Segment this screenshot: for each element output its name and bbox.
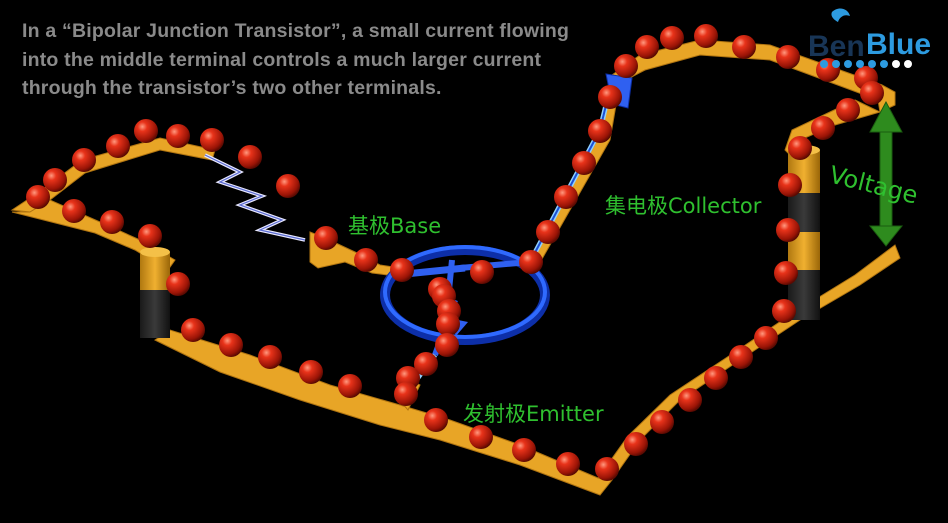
electron-34 bbox=[811, 116, 835, 140]
electron-43 bbox=[299, 360, 323, 384]
electron-39 bbox=[772, 299, 796, 323]
electron-29 bbox=[776, 45, 800, 69]
electron-1 bbox=[43, 168, 67, 192]
electron-61 bbox=[729, 345, 753, 369]
electron-14 bbox=[354, 248, 378, 272]
electron-52 bbox=[424, 408, 448, 432]
electron-37 bbox=[776, 218, 800, 242]
battery-left bbox=[140, 247, 170, 338]
electron-47 bbox=[436, 312, 460, 336]
logo-dots bbox=[820, 60, 912, 68]
electron-42 bbox=[258, 345, 282, 369]
electron-3 bbox=[106, 134, 130, 158]
electron-60 bbox=[704, 366, 728, 390]
electron-38 bbox=[774, 261, 798, 285]
electron-9 bbox=[138, 224, 162, 248]
label-collector: 集电极Collector bbox=[605, 194, 762, 218]
electron-36 bbox=[778, 173, 802, 197]
caption-text: In a “Bipolar Junction Transistor”, a sm… bbox=[22, 20, 570, 99]
label-emitter: 发射极Emitter bbox=[463, 402, 604, 426]
electron-10 bbox=[166, 272, 190, 296]
benblue-logo: Ben Blue bbox=[808, 8, 931, 68]
electron-21 bbox=[572, 151, 596, 175]
electron-11 bbox=[238, 145, 262, 169]
electron-18 bbox=[519, 250, 543, 274]
logo-text-ben: Ben bbox=[808, 30, 865, 63]
electron-40 bbox=[181, 318, 205, 342]
electron-8 bbox=[100, 210, 124, 234]
electron-59 bbox=[678, 388, 702, 412]
electron-57 bbox=[624, 432, 648, 456]
electron-2 bbox=[72, 148, 96, 172]
electron-20 bbox=[554, 185, 578, 209]
electron-23 bbox=[598, 85, 622, 109]
electron-25 bbox=[635, 35, 659, 59]
voltage-arrow-icon bbox=[868, 100, 904, 247]
electron-41 bbox=[219, 333, 243, 357]
electron-55 bbox=[556, 452, 580, 476]
electron-53 bbox=[469, 425, 493, 449]
electron-4 bbox=[134, 119, 158, 143]
electron-28 bbox=[732, 35, 756, 59]
electron-5 bbox=[166, 124, 190, 148]
electron-22 bbox=[588, 119, 612, 143]
electron-26 bbox=[660, 26, 684, 50]
electron-49 bbox=[414, 352, 438, 376]
electron-12 bbox=[276, 174, 300, 198]
electron-48 bbox=[435, 333, 459, 357]
electron-56 bbox=[595, 457, 619, 481]
electron-15 bbox=[390, 258, 414, 282]
electron-13 bbox=[314, 226, 338, 250]
electron-35 bbox=[788, 136, 812, 160]
electron-51 bbox=[394, 382, 418, 406]
electron-0 bbox=[26, 185, 50, 209]
electron-54 bbox=[512, 438, 536, 462]
electron-62 bbox=[754, 326, 778, 350]
electron-6 bbox=[200, 128, 224, 152]
logo-text-blue: Blue bbox=[866, 28, 931, 61]
electron-7 bbox=[62, 199, 86, 223]
electron-44 bbox=[338, 374, 362, 398]
label-base: 基极Base bbox=[348, 214, 441, 238]
electron-17 bbox=[470, 260, 494, 284]
label-voltage: Voltage bbox=[827, 161, 921, 210]
electron-19 bbox=[536, 220, 560, 244]
electron-particles bbox=[26, 24, 884, 481]
electron-33 bbox=[836, 98, 860, 122]
electron-32 bbox=[860, 81, 884, 105]
bird-icon bbox=[831, 8, 850, 22]
electron-24 bbox=[614, 54, 638, 78]
electron-27 bbox=[694, 24, 718, 48]
electron-58 bbox=[650, 410, 674, 434]
